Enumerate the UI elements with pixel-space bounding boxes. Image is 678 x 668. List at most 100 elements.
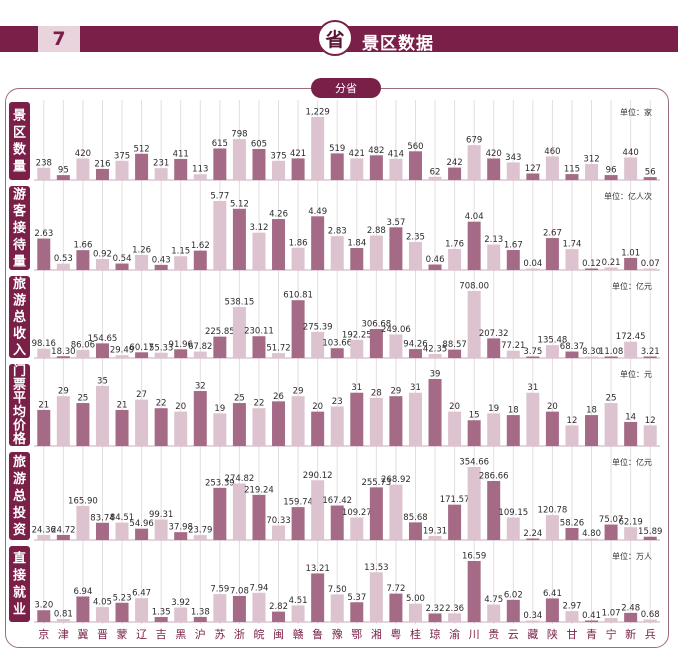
bar xyxy=(428,264,442,270)
category-label: 甘 xyxy=(566,628,577,641)
data-label: 1.38 xyxy=(191,607,210,617)
data-label: 519 xyxy=(329,144,345,154)
bar xyxy=(272,353,286,358)
bar xyxy=(408,241,422,270)
data-label: 20 xyxy=(175,402,186,412)
bar xyxy=(604,403,618,446)
bar xyxy=(389,334,403,358)
bar xyxy=(643,268,657,270)
data-label: 6.47 xyxy=(132,589,151,599)
data-label: 96 xyxy=(606,166,617,176)
bar xyxy=(135,254,149,270)
bar xyxy=(545,345,559,358)
data-label: 7.08 xyxy=(230,586,249,596)
data-label: 62.19 xyxy=(618,518,642,528)
data-label: 560 xyxy=(407,142,423,152)
data-label: 2.48 xyxy=(621,603,640,613)
unit-label: 单位：万人 xyxy=(612,551,652,561)
bar xyxy=(624,527,638,540)
category-label: 京 xyxy=(38,627,49,641)
series-label: 门票平均价格 xyxy=(13,362,27,446)
data-label: 0.54 xyxy=(113,254,132,264)
data-label: 94.26 xyxy=(403,340,427,350)
bar xyxy=(154,168,168,180)
data-label: 0.21 xyxy=(602,258,621,268)
data-label: 6.41 xyxy=(543,589,562,599)
bar xyxy=(154,519,168,540)
data-label: 22 xyxy=(254,399,265,409)
bar xyxy=(213,487,227,540)
data-label: 3.20 xyxy=(34,601,53,611)
bar xyxy=(545,598,559,622)
bar xyxy=(369,328,383,358)
data-label: 68.37 xyxy=(560,342,584,352)
category-label: 粤 xyxy=(390,627,401,641)
bar xyxy=(135,528,149,540)
bar xyxy=(408,603,422,622)
bar xyxy=(37,167,51,180)
category-label: 闽 xyxy=(273,628,284,641)
data-label: 113 xyxy=(192,165,208,175)
bar xyxy=(643,619,657,622)
bar xyxy=(467,291,481,358)
bar xyxy=(174,607,188,622)
bar xyxy=(291,605,305,622)
data-label: 460 xyxy=(544,147,560,157)
page-number: 7 xyxy=(38,26,80,52)
data-label: 512 xyxy=(133,144,149,154)
bar xyxy=(174,349,188,358)
bar xyxy=(526,173,540,180)
data-label: 84.51 xyxy=(110,513,134,523)
data-label: 3.75 xyxy=(523,347,542,357)
data-label: 23 xyxy=(332,397,343,407)
bar xyxy=(193,391,207,446)
data-label: 482 xyxy=(368,146,384,156)
category-label: 渝 xyxy=(449,627,460,641)
data-label: 306.68 xyxy=(361,319,391,329)
bar xyxy=(487,604,501,622)
bar xyxy=(506,599,520,622)
bar xyxy=(448,167,462,180)
data-label: 0.92 xyxy=(93,249,112,259)
bar xyxy=(154,617,168,622)
bar xyxy=(565,611,579,622)
data-label: 6.94 xyxy=(73,587,92,597)
data-label: 8.30 xyxy=(582,347,601,357)
data-label: 354.66 xyxy=(459,458,489,468)
data-label: 5.37 xyxy=(347,593,366,603)
data-label: 0.41 xyxy=(582,611,601,621)
data-label: 25 xyxy=(77,394,88,404)
bar xyxy=(389,227,403,270)
bar xyxy=(604,267,618,270)
bar xyxy=(565,249,579,270)
bar xyxy=(193,250,207,270)
data-label: 2.32 xyxy=(426,604,445,614)
bar xyxy=(193,351,207,358)
bar xyxy=(56,396,70,446)
bar xyxy=(506,350,520,358)
bar xyxy=(95,168,109,180)
bar xyxy=(448,248,462,270)
bar xyxy=(213,201,227,270)
bar xyxy=(467,467,481,540)
bar xyxy=(624,257,638,270)
data-label: 32 xyxy=(195,382,206,392)
data-label: 1,229 xyxy=(305,108,329,118)
data-label: 3.12 xyxy=(250,223,269,233)
series-label-panel xyxy=(9,452,30,540)
data-label: 26 xyxy=(273,392,284,402)
data-label: 1.86 xyxy=(289,238,308,248)
bar xyxy=(76,596,90,622)
bar xyxy=(643,356,657,358)
bar xyxy=(369,572,383,622)
bar xyxy=(545,411,559,446)
bar xyxy=(526,620,540,622)
bar xyxy=(291,396,305,446)
bar xyxy=(252,592,266,622)
data-label: 28 xyxy=(371,388,382,398)
data-label: 0.81 xyxy=(54,610,73,620)
bar xyxy=(448,349,462,358)
category-label: 云 xyxy=(508,628,519,641)
data-label: 39 xyxy=(430,370,441,380)
data-label: 610.81 xyxy=(283,291,313,301)
